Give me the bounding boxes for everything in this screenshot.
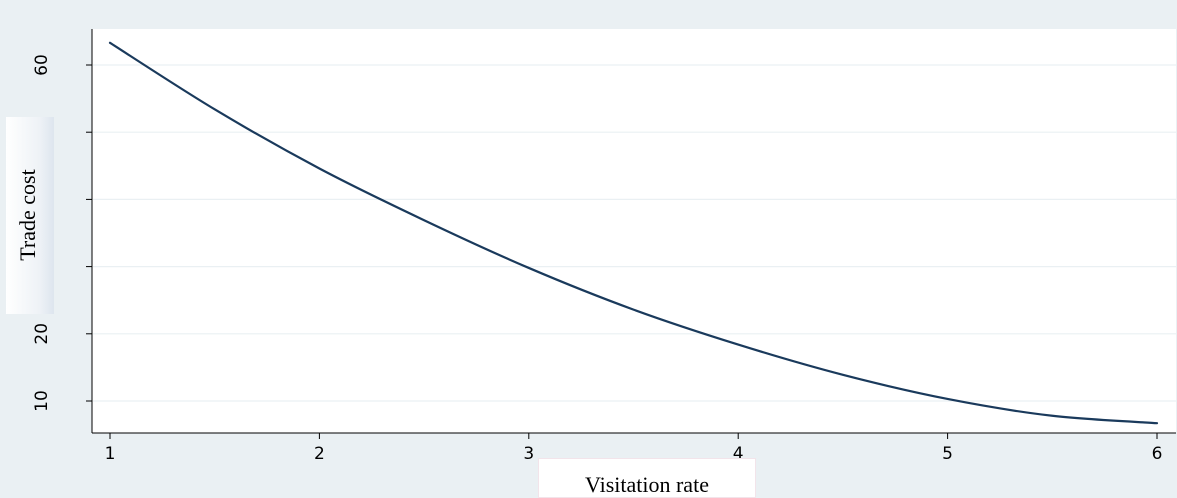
x-tick-label: 4 <box>733 444 744 464</box>
x-tick-label: 6 <box>1152 444 1163 464</box>
x-tick-label: 3 <box>523 444 534 464</box>
grid-layer <box>93 64 1176 402</box>
y-tick-label: 20 <box>32 323 52 345</box>
x-tick-layer: 1 2 3 4 5 6 <box>105 433 1163 464</box>
series-line <box>108 41 1159 425</box>
x-tick-label: 2 <box>314 444 325 464</box>
x-axis-label: Visitation rate <box>538 458 756 498</box>
y-axis-label: Trade cost <box>15 169 40 261</box>
series-layer <box>108 41 1159 425</box>
y-tick-layer: 10 20 60 <box>32 54 52 412</box>
x-tick-label: 5 <box>942 444 953 464</box>
y-tick-label: 60 <box>32 54 52 76</box>
y-axis-label-box <box>6 117 54 314</box>
axes-layer <box>86 29 1176 434</box>
y-tick-label: 10 <box>32 390 52 412</box>
x-tick-label: 1 <box>105 444 116 464</box>
plot-area <box>92 29 1176 433</box>
